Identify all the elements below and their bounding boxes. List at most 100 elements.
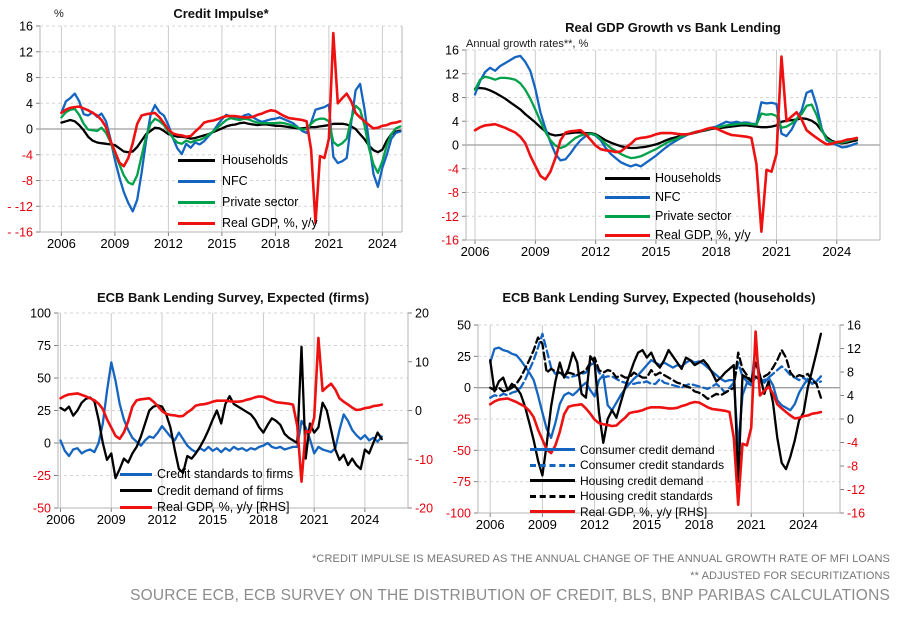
legend-item-nfc: NFC: [605, 188, 751, 207]
legend-label: Credit standards to firms: [157, 467, 294, 481]
y-axis-tick-label: 12: [19, 45, 33, 59]
legend-label: Households: [655, 171, 722, 186]
legend-label: Consumer credit standards: [580, 458, 725, 473]
legend-line-swatch: [530, 463, 575, 467]
x-axis-tick-label: 2009: [100, 236, 129, 251]
right-axis-tick-label: 12: [847, 342, 861, 356]
x-axis-tick-label: 2012: [581, 244, 610, 259]
y-axis-tick-label: 4: [26, 97, 33, 111]
y-axis-tick-label: -25: [453, 413, 471, 427]
x-axis-tick-label: 2021: [737, 517, 766, 532]
y-axis-tick-label: - -12: [7, 200, 33, 214]
y-axis-tick-label: -100: [446, 507, 471, 521]
x-axis-tick-label: 2021: [300, 512, 329, 527]
y-axis-tick-label: 16: [19, 20, 33, 34]
axis-unit-label: %: [54, 8, 64, 20]
legend-label: NFC: [655, 190, 681, 205]
series-line-real-gdp-y-y-rhs: [488, 330, 823, 507]
chart-legend: Consumer credit demand Consumer credit st…: [530, 442, 724, 520]
bls-firms-plot: 2006 2009 2012 2015 2018 2021 20241007550250-2…: [30, 307, 433, 528]
chart-bls-firms: 2006 2009 2012 2015 2018 2021 2024 100 75 50 25 0 -2…: [6, 288, 454, 544]
footnotes: *CREDIT IMPULSE IS MEASURED AS THE ANNUA…: [130, 551, 890, 605]
x-axis-tick-label: 2012: [580, 517, 609, 532]
y-axis-tick-label: 8: [26, 71, 33, 85]
x-axis-tick-label: 2024: [368, 236, 397, 251]
legend-label: Private sector: [222, 195, 299, 210]
series-line-consumer-credit-standards: [489, 332, 823, 399]
chart-title: ECB Bank Lending Survey, Expected (firms…: [96, 290, 370, 305]
right-axis-tick-label: 4: [847, 389, 854, 403]
y-axis-tick-label: -16: [442, 234, 459, 248]
legend-line-swatch: [530, 448, 575, 452]
x-axis-tick-label: 2021: [314, 236, 343, 251]
y-axis-tick-label: -4: [448, 162, 459, 176]
legend-line-swatch: [178, 201, 215, 204]
legend-item-real-gdp-y-y: Real GDP, %, y/y: [178, 213, 318, 234]
chart-title: ECB Bank Lending Survey, Expected (house…: [502, 290, 816, 305]
right-axis-tick-label: -4: [847, 436, 858, 450]
chart-legend: Households NFC Private sector Real GDP, %, …: [605, 169, 751, 245]
right-axis-tick-label: -10: [415, 453, 433, 467]
y-axis-tick-label: 16: [445, 44, 459, 58]
y-axis-tick-label: 75: [37, 339, 51, 353]
legend-item-private-sector: Private sector: [605, 207, 751, 226]
legend-label: Credit demand of firms: [157, 483, 284, 498]
legend-label: Private sector: [655, 209, 732, 224]
x-axis-tick-label: 2012: [148, 512, 177, 527]
x-axis-tick-label: 2018: [249, 512, 278, 527]
x-axis-tick-label: 2006: [47, 236, 76, 251]
y-axis-tick-label: -4: [22, 148, 33, 162]
gdp-vs-bank-lending-plot: 2006 2009 2012 2015 2018 2021 2024 16 12 8 4 0 -4 -8 -…: [442, 44, 881, 259]
x-axis-tick-label: 2015: [632, 517, 661, 532]
series-line-housing-credit-standards: [489, 336, 823, 401]
legend-item-consumer-credit-standards: Consumer credit standards: [530, 458, 724, 474]
right-axis-tick-label: -12: [847, 483, 865, 497]
x-axis-tick-label: 2006: [461, 244, 490, 259]
y-axis-tick-label: -50: [33, 502, 51, 516]
x-axis-tick-label: 2009: [528, 517, 557, 532]
chart-title: Real GDP Growth vs Bank Lending: [565, 20, 781, 35]
right-axis-tick-label: -8: [847, 460, 858, 474]
chart-credit-impulse: 2006 2009 2012 2015 2018 2021 2024 16 12 8 4 0 -4 -8 -…: [6, 2, 438, 282]
legend-item-real-gdp-y-y-rhs: Real GDP, %, y/y [RHS]: [530, 504, 724, 520]
y-axis-tick-label: -25: [33, 469, 51, 483]
right-axis-tick-label: 16: [847, 319, 861, 333]
y-axis-tick-label: 12: [445, 67, 459, 81]
series-line-real-gdp-y-y-rhs: [59, 336, 384, 483]
series-line-credit-demand-of-firms: [59, 345, 383, 480]
legend-item-housing-credit-demand: Housing credit demand: [530, 473, 724, 489]
legend-label: Real GDP, %, y/y [RHS]: [580, 504, 708, 519]
legend-label: Housing credit standards: [580, 489, 713, 504]
legend-line-swatch: [605, 196, 650, 199]
x-axis-tick-label: 2018: [261, 236, 290, 251]
credit-impulse-plot: 2006 2009 2012 2015 2018 2021 2024 16 12 8 4 0 -4 -8 -…: [7, 20, 403, 251]
y-axis-tick-label: - -16: [7, 226, 33, 240]
y-axis-tick-label: -8: [448, 186, 459, 200]
legend-item-real-gdp-y-y-rhs: Real GDP, %, y/y [RHS]: [120, 499, 293, 516]
x-axis-tick-label: 2009: [97, 512, 126, 527]
right-axis-tick-label: 0: [415, 404, 422, 418]
chart-legend: Credit standards to firms Credit demand o…: [120, 466, 293, 516]
y-axis-tick-label: 50: [37, 372, 51, 386]
right-axis-tick-label: 20: [415, 307, 429, 321]
y-axis-tick-label: -50: [453, 444, 471, 458]
legend-label: Consumer credit demand: [580, 442, 715, 457]
legend-line-swatch: [530, 494, 575, 498]
series-line-households: [473, 86, 859, 150]
x-axis-tick-label: 2009: [521, 244, 550, 259]
right-axis-tick-label: 10: [415, 355, 429, 369]
legend-label: Real GDP, %, y/y: [655, 228, 751, 243]
right-axis-tick-label: -16: [847, 507, 865, 521]
footnote-securitizations: ** ADJUSTED FOR SECURITIZATIONS: [690, 570, 890, 582]
right-axis-tick-label: -20: [415, 502, 433, 516]
legend-line-swatch: [530, 479, 575, 483]
x-axis-tick-label: 2015: [641, 244, 670, 259]
legend-label: Housing credit demand: [580, 473, 704, 488]
x-axis-tick-label: 2018: [685, 517, 714, 532]
x-axis-tick-label: 2012: [154, 236, 183, 251]
y-axis-tick-label: 25: [37, 404, 51, 418]
legend-line-swatch: [178, 180, 215, 183]
legend-line-swatch: [178, 222, 215, 225]
legend-item-credit-demand-of-firms: Credit demand of firms: [120, 483, 293, 500]
